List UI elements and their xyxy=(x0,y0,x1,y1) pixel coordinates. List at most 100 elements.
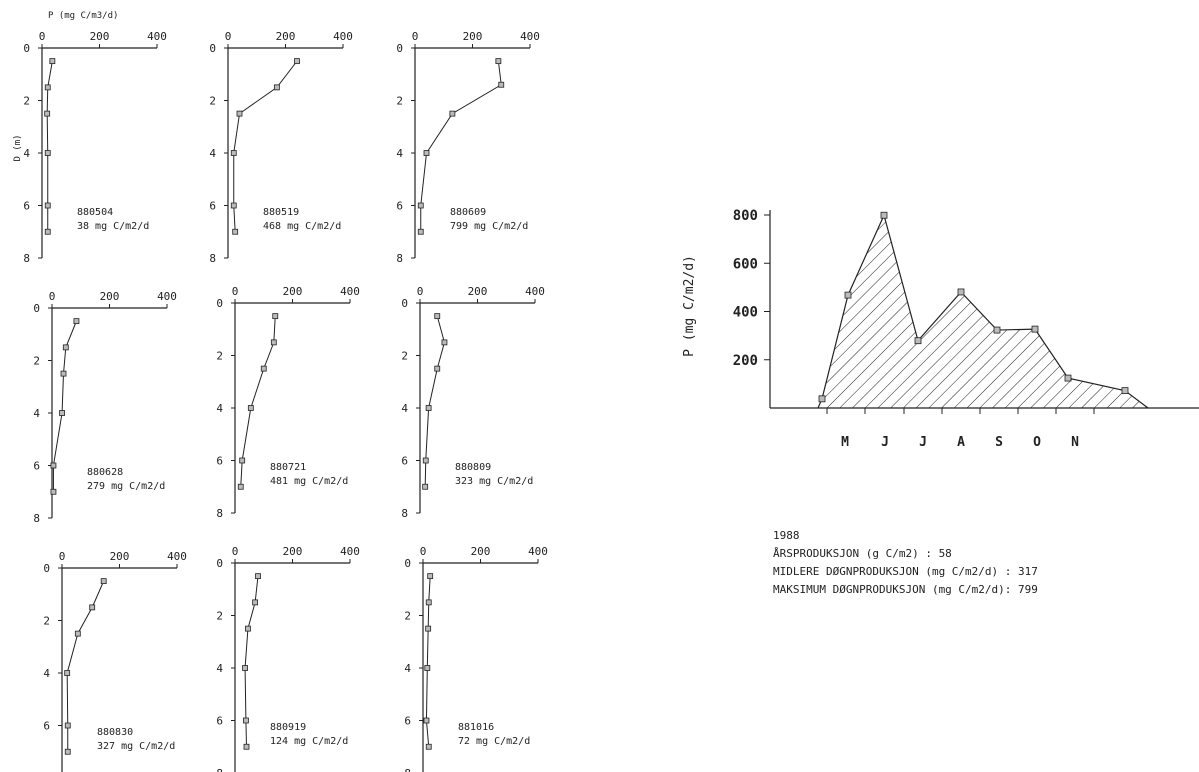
season-area-fill xyxy=(818,215,1148,408)
profile-x-tick-label: 400 xyxy=(333,30,353,43)
profile-point xyxy=(232,228,239,235)
profile-point xyxy=(50,462,57,469)
profile-x-tick-label: 400 xyxy=(340,285,360,298)
profile-x-tick-label: 200 xyxy=(471,545,491,558)
profile-point xyxy=(64,722,71,729)
profile-x-tick-label: 0 xyxy=(232,285,239,298)
profile-point xyxy=(239,457,246,464)
season-month-label: A xyxy=(957,435,965,450)
season-point xyxy=(880,211,888,219)
profile-series-line xyxy=(52,320,77,492)
profile-y-tick-label: 2 xyxy=(209,95,216,108)
profile-y-tick-label: 6 xyxy=(43,720,50,733)
profile-y-tick-label: 2 xyxy=(43,615,50,628)
profile-value-label: 72 mg C/m2/d xyxy=(458,736,530,747)
profile-point xyxy=(425,625,432,632)
season-y-axis-title: P (mg C/m2/d) xyxy=(682,255,697,357)
profile-x-tick-label: 0 xyxy=(417,285,424,298)
profile-y-tick-label: 6 xyxy=(33,460,40,473)
profile-point xyxy=(498,81,505,88)
profile-point xyxy=(64,670,71,676)
season-point xyxy=(1031,325,1039,333)
profile-point xyxy=(247,405,254,411)
profile-y-tick-label: 4 xyxy=(404,662,411,675)
profile-x-tick-label: 400 xyxy=(520,30,540,43)
profile-point xyxy=(441,339,448,346)
season-point xyxy=(844,291,852,299)
production-summary: 1988 ÅRSPRODUKSJON (g C/m2) : 58 MIDLERE… xyxy=(773,529,1038,596)
profile-y-tick-label: 8 xyxy=(396,252,403,265)
profile-x-tick-label: 400 xyxy=(525,285,545,298)
profile-x-tick-label: 0 xyxy=(59,550,66,563)
profile-y-tick-label: 6 xyxy=(396,200,403,213)
profile-point xyxy=(44,110,51,117)
season-point xyxy=(957,288,965,296)
profile-y-tick-label: 2 xyxy=(23,95,30,108)
profile-value-label: 323 mg C/m2/d xyxy=(455,476,533,487)
profile-date-label: 880609 xyxy=(450,207,486,218)
profile-y-tick-label: 4 xyxy=(43,667,50,680)
profile-point xyxy=(89,604,96,611)
season-y-tick-label: 800 xyxy=(733,208,758,224)
profile-y-tick-label: 0 xyxy=(209,42,216,55)
profile-point xyxy=(422,483,429,490)
profile-point xyxy=(243,743,250,750)
season-month-label: M xyxy=(841,435,849,450)
profile-y-tick-label: 2 xyxy=(216,610,223,623)
profile-y-tick-label: 0 xyxy=(43,562,50,575)
profile-y-tick-label: 6 xyxy=(404,715,411,728)
profile-point xyxy=(60,370,67,377)
profile-point xyxy=(449,110,456,117)
profile-point xyxy=(64,748,71,755)
profile-point xyxy=(270,339,277,346)
profile-date-label: 880519 xyxy=(263,207,299,218)
profile-point xyxy=(237,483,244,490)
profile-point xyxy=(62,344,69,351)
profile-x-tick-label: 200 xyxy=(90,30,110,43)
season-y-tick-label: 200 xyxy=(733,353,758,369)
profile-series-line xyxy=(244,576,259,747)
profile-y-tick-label: 6 xyxy=(23,200,30,213)
depth-profile-880919: 0 200 400 0 2 4 6 8 880919 124 mg C/m2/d xyxy=(216,545,360,772)
profile-point xyxy=(44,84,51,91)
profile-value-label: 279 mg C/m2/d xyxy=(87,481,165,492)
profile-series-line xyxy=(240,316,276,487)
season-y-tick-label: 600 xyxy=(733,256,758,272)
profile-y-tick-label: 4 xyxy=(216,662,223,675)
profile-value-label: 38 mg C/m2/d xyxy=(77,221,149,232)
season-month-label: J xyxy=(919,435,927,450)
profile-x-tick-label: 400 xyxy=(147,30,167,43)
profile-point xyxy=(236,110,243,117)
profile-x-tick-label: 200 xyxy=(468,285,488,298)
profile-x-tick-label: 200 xyxy=(283,285,303,298)
profile-y-tick-label: 2 xyxy=(401,350,408,363)
profile-y-tick-label: 8 xyxy=(216,507,223,520)
profile-x-tick-label: 400 xyxy=(157,290,177,303)
profile-point xyxy=(273,84,280,91)
season-month-label: S xyxy=(995,435,1003,450)
profile-y-tick-label: 0 xyxy=(216,297,223,310)
profile-y-tick-label: 0 xyxy=(404,557,411,570)
depth-profile-881016: 0 200 400 0 2 4 6 8 881016 72 mg C/m2/d xyxy=(404,545,548,772)
profile-y-tick-label: 8 xyxy=(216,767,223,772)
profile-point xyxy=(422,457,429,464)
profile-date-label: 880504 xyxy=(77,207,113,218)
depth-profile-880628: 0 200 400 0 2 4 6 8 880628 279 mg C/m2/d xyxy=(33,290,177,525)
profile-date-label: 880628 xyxy=(87,467,123,478)
profile-point xyxy=(255,573,261,580)
season-y-tick-label: 400 xyxy=(733,305,758,321)
profile-x-tick-label: 0 xyxy=(232,545,239,558)
profile-date-label: 880919 xyxy=(270,722,306,733)
profile-x-tick-label: 400 xyxy=(340,545,360,558)
profile-x-tick-label: 200 xyxy=(276,30,296,43)
profile-series-line xyxy=(66,580,105,752)
profile-point xyxy=(230,150,237,156)
profile-point xyxy=(495,58,502,65)
profile-point xyxy=(242,665,248,671)
profile-point xyxy=(434,365,441,372)
profile-point xyxy=(425,599,432,606)
profile-point xyxy=(423,150,430,156)
profile-y-tick-label: 2 xyxy=(404,610,411,623)
season-point xyxy=(818,395,826,403)
profile-point xyxy=(44,202,51,209)
